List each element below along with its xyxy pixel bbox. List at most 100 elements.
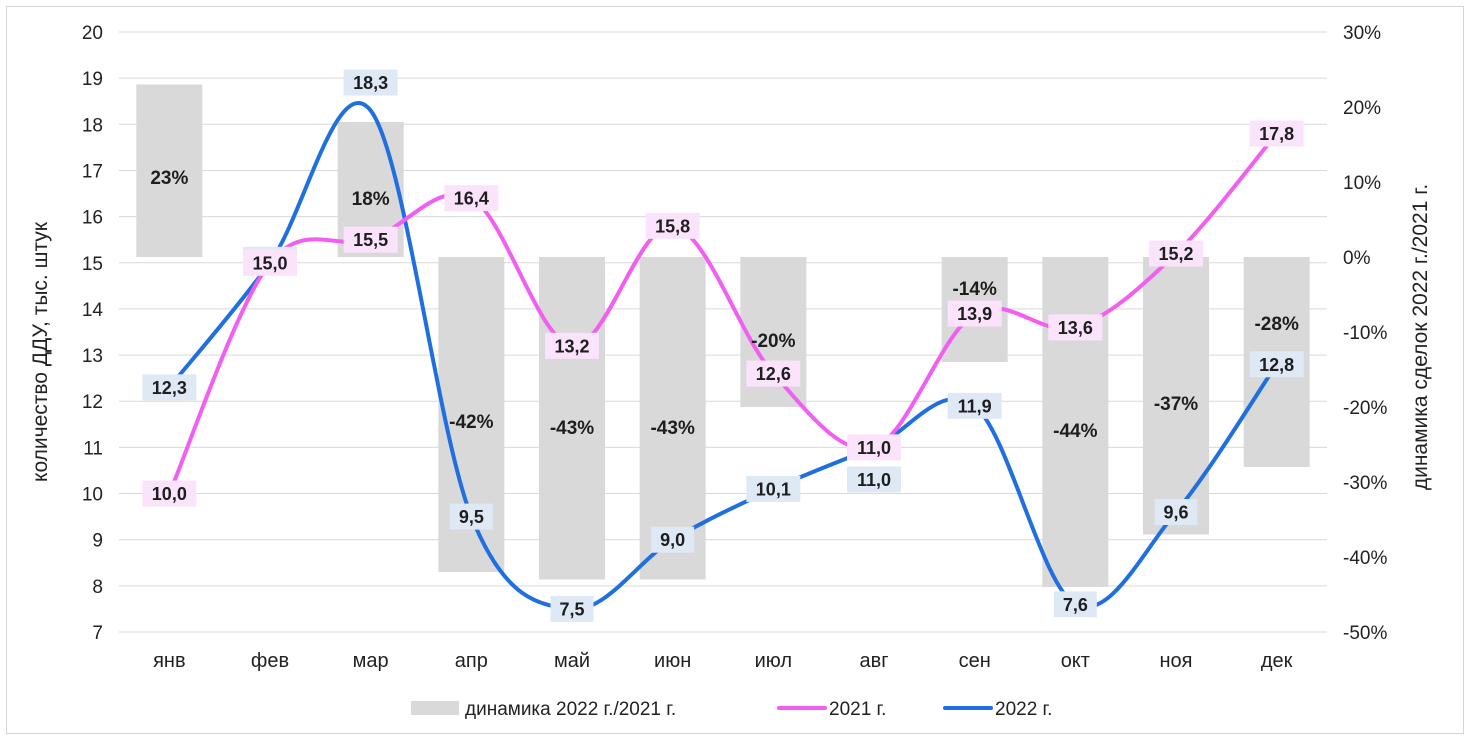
x-tick-label: окт: [1061, 650, 1090, 672]
legend-label-2021: 2021 г.: [829, 699, 886, 720]
point-label-2022-bg: [1154, 499, 1198, 525]
point-label-2021: 10,0: [152, 484, 187, 504]
y-tick-label: 18: [82, 115, 103, 136]
bar-value-label: 18%: [352, 189, 390, 210]
point-label-2022-bg: [343, 69, 398, 96]
point-label-2021-bg: [1149, 240, 1203, 267]
lines-series: [167, 101, 1279, 611]
point-label-2022-bg: [947, 392, 1002, 419]
point-label-2022: 18,3: [353, 73, 388, 93]
bar: [136, 84, 203, 257]
point-label-2021: 17,8: [1259, 124, 1294, 144]
point-label-2022: 10,1: [756, 479, 791, 499]
point-label-2021-bg: [343, 226, 398, 253]
bar-value-label: 23%: [150, 168, 188, 189]
legend-label-2022: 2022 г.: [995, 699, 1052, 720]
point-label-2021-bg: [545, 332, 599, 359]
y2-tick-label: -10%: [1343, 323, 1387, 344]
x-tick-label: янв: [153, 650, 186, 672]
point-label-2021-bg: [243, 249, 297, 276]
y-tick-label: 17: [82, 161, 103, 182]
y2-tick-label: -30%: [1343, 473, 1387, 494]
point-label-2021-bg: [142, 480, 197, 507]
point-labels: 23% 18% -42% -43% -43% -20% -14% -44% -37% -28% 12…: [142, 69, 1304, 622]
point-label-2021: 13,6: [1058, 318, 1093, 338]
bar-value-label: -44%: [1053, 421, 1097, 442]
y2-tick-label: -20%: [1343, 398, 1387, 419]
y-tick-label: 15: [82, 254, 103, 275]
line-2021: [167, 132, 1279, 495]
y2-axis-title: динамика сделок 2022 г./2021 г.: [1409, 184, 1432, 490]
point-label-2022-bg: [746, 475, 801, 502]
bar: [1143, 257, 1209, 535]
point-label-2021: 13,9: [957, 304, 992, 324]
point-label-2021: 15,2: [1158, 244, 1193, 264]
point-label-2022-bg: [1053, 591, 1097, 618]
x-tick-label: мар: [353, 650, 389, 672]
point-label-2022-bg: [1249, 351, 1304, 378]
y2-tick-label: 20%: [1343, 98, 1381, 119]
x-tick-label: апр: [455, 650, 488, 672]
y2-tick-label: 10%: [1343, 173, 1381, 194]
y-axis-left: 7 8 9 10 11 12 13 14 15 16 17 18 19 20: [82, 23, 104, 644]
point-label-2022: 12,8: [1259, 355, 1294, 375]
y-tick-label: 9: [92, 531, 103, 552]
bar-value-label: -20%: [751, 331, 795, 352]
point-label-2021-bg: [947, 300, 1002, 327]
gridlines: [119, 31, 1327, 633]
point-label-2022: 9,6: [1163, 503, 1188, 523]
point-label-2022: 9,0: [660, 530, 685, 550]
point-label-2021-bg: [645, 212, 700, 239]
point-label-2021-bg: [746, 360, 801, 387]
x-tick-label: июн: [654, 650, 691, 672]
line-2022: [167, 101, 1279, 611]
y2-tick-label: -50%: [1343, 623, 1387, 644]
point-label-2021: 15,8: [655, 216, 690, 236]
point-label-2022-bg: [651, 526, 695, 553]
y2-tick-label: 0%: [1343, 248, 1371, 269]
combo-chart: 23% 18% -42% -43% -43% -20% -14% -44% -37% -28% 12…: [29, 23, 1432, 720]
point-label-2022: 9,5: [459, 507, 484, 527]
y-tick-label: 7: [92, 623, 103, 644]
y2-tick-label: -40%: [1343, 548, 1387, 569]
legend: динамика 2022 г./2021 г. 2021 г. 2022 г.: [411, 699, 1052, 720]
point-label-2021: 16,4: [454, 189, 489, 209]
bar-value-label: -14%: [952, 279, 996, 300]
point-label-2021-bg: [1048, 314, 1103, 341]
point-label-2021: 15,5: [353, 230, 388, 250]
y-tick-label: 13: [82, 346, 103, 367]
x-tick-label: дек: [1261, 650, 1293, 672]
x-tick-label: июл: [755, 650, 792, 672]
point-label-2022: 11,0: [857, 470, 891, 490]
x-axis: янв фев мар апр май июн июл авг сен окт ноя дек: [153, 650, 1293, 672]
x-tick-label: фев: [251, 650, 289, 672]
x-tick-label: авг: [859, 650, 888, 672]
x-tick-label: ноя: [1160, 650, 1193, 672]
bar-value-label: -43%: [550, 418, 594, 439]
point-label-2022-bg: [449, 503, 493, 530]
y2-tick-label: 30%: [1343, 23, 1381, 44]
y-tick-label: 11: [83, 438, 103, 459]
legend-label-bar: динамика 2022 г./2021 г.: [465, 699, 676, 720]
bar-value-label: -42%: [449, 412, 493, 433]
point-label-2022: 12,3: [152, 378, 187, 398]
y-tick-label: 8: [92, 577, 103, 598]
point-label-2021-bg: [847, 434, 901, 461]
y-tick-label: 10: [82, 485, 103, 506]
legend-swatch-bar: [411, 701, 459, 715]
point-label-2021: 15,0: [252, 253, 287, 273]
y-tick-label: 14: [82, 300, 104, 321]
point-label-2021: 11,0: [857, 438, 891, 458]
point-label-2021-bg: [444, 185, 499, 212]
point-label-2022-bg: [847, 466, 901, 493]
bar-value-label: -37%: [1154, 394, 1198, 415]
x-tick-label: май: [554, 650, 590, 672]
point-label-2022: 7,5: [559, 599, 584, 619]
point-label-2021: 13,2: [554, 336, 589, 356]
bar-value-label: -28%: [1254, 314, 1298, 335]
x-tick-label: сен: [959, 650, 991, 672]
point-label-2022-bg: [142, 374, 197, 401]
point-label-2021: 12,6: [756, 364, 791, 384]
point-label-2021-bg: [1249, 120, 1304, 147]
point-label-2022: 7,6: [1063, 595, 1088, 615]
